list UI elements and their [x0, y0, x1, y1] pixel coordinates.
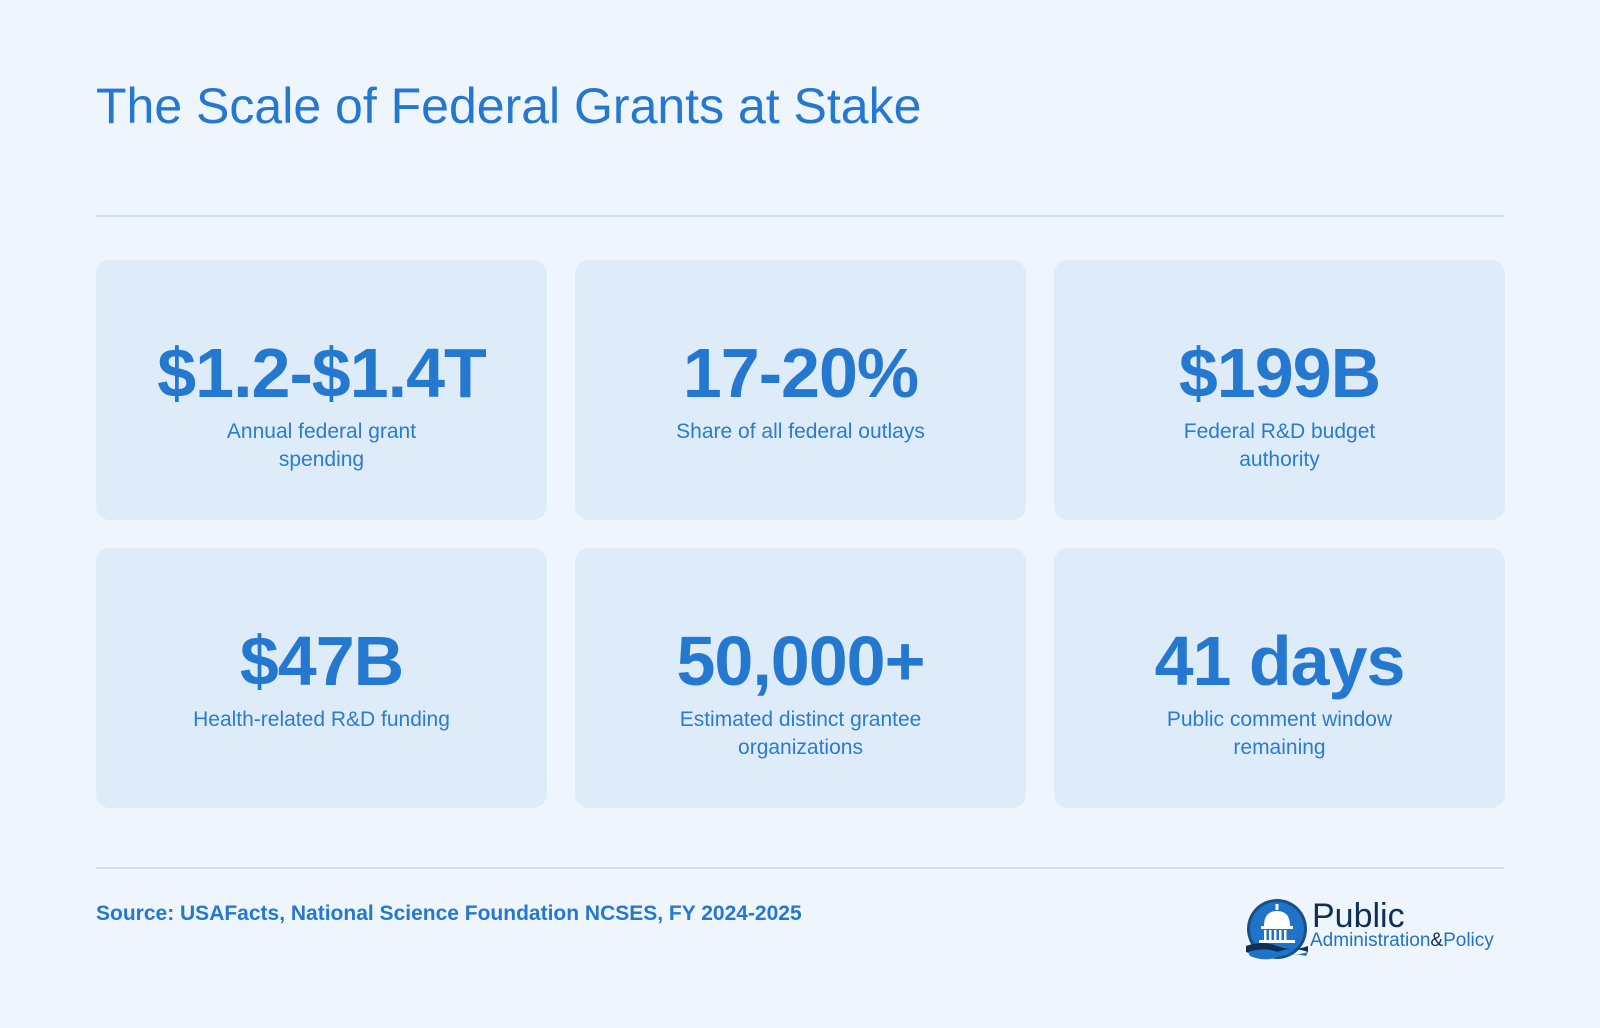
- stat-card-health-rd: $47B Health-related R&D funding: [96, 548, 547, 808]
- page-title: The Scale of Federal Grants at Stake: [96, 78, 922, 134]
- stats-grid: $1.2-$1.4T Annual federal grant spending…: [96, 260, 1505, 808]
- logo-wordmark-public: Public: [1312, 897, 1405, 935]
- stat-card-rd-budget: $199B Federal R&D budget authority: [1054, 260, 1505, 520]
- logo-wordmark-subtitle: Administration&Policy: [1310, 930, 1494, 952]
- logo-ampersand: &: [1430, 930, 1444, 951]
- stat-value: 50,000+: [676, 622, 926, 700]
- stat-card-annual-grant-spending: $1.2-$1.4T Annual federal grant spending: [96, 260, 547, 520]
- stat-value: $199B: [1178, 334, 1381, 412]
- stat-card-grantee-organizations: 50,000+ Estimated distinct grantee organ…: [575, 548, 1026, 808]
- stat-value: $47B: [239, 622, 404, 700]
- stat-label: Health-related R&D funding: [193, 708, 450, 731]
- bottom-divider: [96, 867, 1504, 869]
- stat-label: Share of all federal outlays: [676, 420, 925, 443]
- stat-label: Annual federal grant spending: [226, 420, 417, 471]
- source-note: Source: USAFacts, National Science Found…: [96, 902, 802, 925]
- capitol-dome-icon: [1246, 899, 1308, 960]
- stat-card-share-of-outlays: 17-20% Share of all federal outlays: [575, 260, 1026, 520]
- logo-word-policy: Policy: [1443, 930, 1494, 951]
- top-divider: [96, 215, 1504, 217]
- stat-value: $1.2-$1.4T: [157, 334, 487, 412]
- stat-card-comment-window: 41 days Public comment window remaining: [1054, 548, 1505, 808]
- logo-word-administration: Administration: [1310, 930, 1431, 951]
- stat-label: Federal R&D budget authority: [1183, 420, 1376, 471]
- stat-value: 17-20%: [682, 334, 919, 412]
- stat-value: 41 days: [1154, 622, 1406, 700]
- stat-label: Estimated distinct grantee organizations: [679, 708, 922, 759]
- stat-label: Public comment window remaining: [1166, 708, 1393, 759]
- brand-logo: Public Administration&Policy: [1244, 896, 1504, 962]
